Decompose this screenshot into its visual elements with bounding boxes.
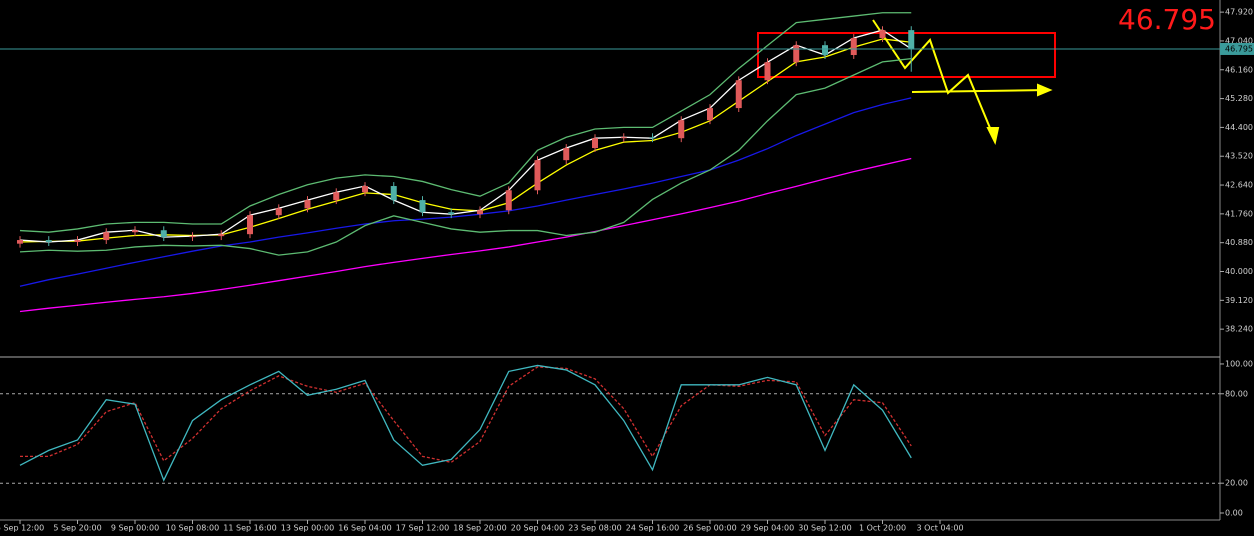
x-tick-label: 17 Sep 12:00 xyxy=(396,524,449,533)
candle-body xyxy=(448,212,455,215)
candle-body xyxy=(592,138,598,149)
candle-body xyxy=(419,200,426,213)
candle-body xyxy=(247,215,253,235)
candle-body xyxy=(649,137,656,139)
x-tick-label: 5 Sep 12:00 xyxy=(0,524,44,533)
candle-body xyxy=(132,230,138,233)
annotation-box xyxy=(757,32,1056,78)
y-tick-label: 100.00 xyxy=(1225,359,1253,368)
candle-body xyxy=(218,234,225,237)
current-price-big: 46.795 xyxy=(1118,3,1216,36)
candle-body xyxy=(563,148,570,161)
candle-body xyxy=(620,137,627,139)
y-tick-label: 44.400 xyxy=(1225,123,1253,132)
candle-body xyxy=(304,200,311,209)
x-tick-label: 11 Sep 16:00 xyxy=(223,524,276,533)
indicator-line xyxy=(19,38,912,243)
x-tick-label: 5 Sep 20:00 xyxy=(53,524,101,533)
candle-body xyxy=(678,120,685,139)
candle-body xyxy=(879,30,886,38)
indicator-line xyxy=(19,157,912,313)
current-price-label: 46.795 xyxy=(1225,44,1253,53)
candle-body xyxy=(477,210,483,215)
indicator-line xyxy=(19,57,912,256)
candle-body xyxy=(17,240,23,244)
x-tick-label: 20 Sep 04:00 xyxy=(511,524,564,533)
x-tick-label: 24 Sep 16:00 xyxy=(626,524,679,533)
y-tick-label: 0.00 xyxy=(1225,508,1243,517)
indicator-line xyxy=(20,366,912,464)
indicator-line xyxy=(19,364,912,482)
candle-body xyxy=(707,108,713,121)
candle-body xyxy=(333,192,340,201)
x-tick-label: 9 Sep 00:00 xyxy=(111,524,159,533)
indicator-line xyxy=(19,29,912,243)
candle-body xyxy=(189,236,196,238)
candle-body xyxy=(793,45,800,63)
candle-body xyxy=(362,186,368,193)
candle-body xyxy=(908,30,915,49)
y-tick-label: 47.040 xyxy=(1225,36,1253,45)
x-tick-label: 18 Sep 20:00 xyxy=(453,524,506,533)
candle-body xyxy=(534,160,541,191)
y-tick-label: 47.920 xyxy=(1225,8,1253,17)
x-tick-label: 23 Sep 08:00 xyxy=(568,524,621,533)
y-tick-label: 39.120 xyxy=(1225,296,1253,305)
candle-body xyxy=(764,62,771,81)
x-tick-label: 16 Sep 04:00 xyxy=(338,524,391,533)
candle-body xyxy=(822,45,828,56)
x-tick-label: 3 Oct 04:00 xyxy=(916,524,963,533)
y-tick-label: 40.000 xyxy=(1225,267,1253,276)
y-tick-label: 42.640 xyxy=(1225,181,1253,190)
x-tick-label: 26 Sep 00:00 xyxy=(683,524,736,533)
current-price-box xyxy=(1220,42,1254,55)
y-tick-label: 20.00 xyxy=(1225,479,1248,488)
candle-body xyxy=(275,208,282,216)
y-tick-label: 40.880 xyxy=(1225,238,1253,247)
indicator-line xyxy=(19,97,912,287)
x-tick-label: 1 Oct 20:00 xyxy=(859,524,906,533)
x-tick-label: 10 Sep 08:00 xyxy=(166,524,219,533)
y-tick-label: 45.280 xyxy=(1225,94,1253,103)
x-tick-label: 29 Sep 04:00 xyxy=(741,524,794,533)
annotation-arrows xyxy=(872,19,1053,145)
x-tick-label: 13 Sep 00:00 xyxy=(281,524,334,533)
candle-body xyxy=(103,232,110,241)
candle-body xyxy=(45,240,52,243)
candle-body xyxy=(505,190,512,211)
candle-body xyxy=(390,186,397,201)
candle-body xyxy=(74,240,81,243)
y-tick-label: 41.760 xyxy=(1225,209,1253,218)
candle-body xyxy=(160,230,167,238)
y-tick-label: 80.00 xyxy=(1225,389,1248,398)
candle-body xyxy=(850,37,857,56)
y-tick-label: 43.520 xyxy=(1225,152,1253,161)
indicator-line xyxy=(19,12,912,233)
y-tick-label: 46.160 xyxy=(1225,65,1253,74)
x-tick-label: 30 Sep 12:00 xyxy=(798,524,851,533)
candle-body xyxy=(735,80,742,109)
y-tick-label: 38.240 xyxy=(1225,325,1253,334)
